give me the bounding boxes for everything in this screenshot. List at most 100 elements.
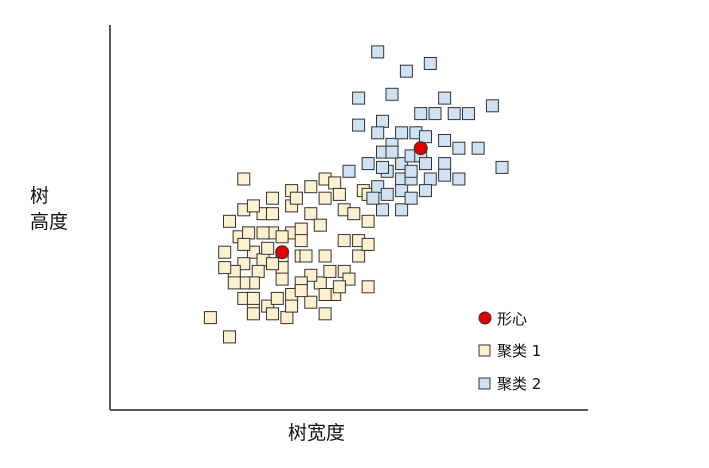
cluster2-point-37 (395, 203, 409, 217)
cluster1-point-32 (299, 249, 313, 263)
cluster2-point-39 (419, 184, 432, 198)
legend: 形心 聚类 1 聚类 2 (478, 310, 541, 393)
cluster1-point-31 (304, 268, 318, 282)
legend-cluster1-label: 聚类 1 (497, 342, 541, 360)
cluster2-point-46 (376, 160, 389, 174)
cluster2-point-10 (376, 114, 389, 128)
cluster1-point-19 (304, 207, 318, 221)
cluster2-point-12 (419, 130, 432, 144)
cluster2-point-4 (385, 87, 399, 101)
cluster1-point-52 (280, 311, 294, 325)
centroid-points (275, 141, 428, 260)
cluster1-point-57 (318, 249, 332, 263)
cluster2-point-34 (438, 168, 452, 182)
cluster2-point-30 (380, 187, 394, 201)
cluster1-point-75 (256, 226, 270, 240)
cluster1-point-4 (242, 226, 256, 240)
cluster2-point-23 (452, 141, 466, 155)
cluster1-point-8 (246, 245, 260, 259)
centroid-point-0 (275, 245, 290, 260)
cluster2-point-8 (485, 99, 499, 113)
cluster1-point-72 (318, 288, 332, 301)
cluster1-point-38 (261, 241, 275, 255)
cluster1-point-76 (246, 291, 260, 305)
cluster2-point-5 (414, 107, 428, 121)
cluster1-point-0 (237, 172, 251, 186)
cluster2-point-40 (366, 191, 380, 205)
cluster2-point-21 (438, 157, 452, 171)
cluster1-point-39 (251, 264, 265, 278)
cluster1-point-28 (342, 272, 356, 286)
cluster2-point-13 (428, 107, 442, 121)
cluster2-point-25 (342, 164, 356, 178)
legend-cluster2-label: 聚类 2 (497, 375, 541, 393)
cluster2-point-44 (385, 145, 399, 159)
x-axis-label: 树宽度 (288, 422, 346, 444)
cluster2-point-14 (462, 107, 475, 121)
cluster1-point-44 (227, 276, 241, 290)
y-axis-label: 树 高度 (30, 183, 68, 235)
centroid-point-1 (413, 141, 428, 156)
cluster2-point-36 (376, 203, 389, 217)
cluster2-point-7 (447, 107, 461, 121)
cluster1-point-24 (332, 187, 346, 201)
cluster2-point-35 (452, 172, 466, 186)
cluster1-point-20 (313, 218, 327, 232)
cluster1-point-69 (246, 307, 260, 321)
legend-centroid-marker (478, 311, 492, 325)
cluster1-point-23 (328, 176, 342, 190)
cluster2-point-0 (371, 45, 385, 59)
cluster1-point-77 (237, 237, 251, 251)
cluster1-point-7 (266, 207, 279, 221)
cluster1-point-68 (223, 330, 236, 344)
cluster1-point-33 (275, 230, 289, 244)
cluster2-point-26 (361, 157, 375, 171)
cluster1-point-61 (347, 207, 361, 221)
cluster1-point-14 (289, 191, 303, 205)
y-axis-label-line2: 高度 (30, 211, 69, 233)
cluster2-point-1 (399, 64, 413, 78)
cluster1-point-67 (203, 311, 217, 325)
cluster2-point-2 (423, 57, 437, 70)
cluster1-point-46 (218, 261, 232, 275)
y-axis-label-line1: 树 (30, 185, 50, 207)
cluster2-point-20 (419, 157, 432, 171)
cluster1-point-58 (323, 264, 337, 278)
cluster1-point-73 (332, 280, 346, 294)
legend-centroid-label: 形心 (497, 310, 527, 328)
cluster2-point-33 (423, 172, 437, 186)
legend-cluster1-marker (478, 344, 491, 357)
cluster1-point-71 (294, 284, 308, 298)
cluster1-point-64 (361, 214, 375, 228)
cluster1-point-22 (318, 191, 332, 205)
legend-cluster2-marker (478, 377, 491, 390)
cluster1-points (203, 172, 375, 344)
cluster1-point-2 (223, 214, 236, 228)
cluster2-point-43 (371, 126, 385, 140)
cluster1-point-60 (352, 249, 366, 263)
cluster2-point-24 (471, 141, 485, 155)
cluster1-point-26 (337, 234, 351, 248)
cluster1-point-55 (304, 295, 318, 309)
cluster2-point-3 (352, 91, 366, 105)
cluster1-point-6 (266, 191, 279, 205)
cluster2-points (342, 45, 509, 217)
cluster1-point-18 (304, 180, 318, 194)
cluster2-point-38 (404, 191, 418, 205)
cluster1-point-37 (266, 257, 279, 271)
cluster1-point-15 (294, 222, 308, 236)
cluster2-point-9 (352, 118, 366, 132)
cluster2-point-42 (395, 126, 409, 140)
cluster1-point-65 (361, 237, 375, 251)
cluster1-point-66 (361, 280, 375, 294)
cluster2-point-41 (495, 160, 509, 174)
cluster1-point-45 (218, 245, 232, 259)
cluster1-point-70 (285, 299, 299, 313)
cluster2-point-45 (404, 164, 418, 178)
cluster1-point-50 (270, 291, 284, 305)
cluster1-point-51 (266, 307, 279, 321)
cluster2-point-22 (438, 134, 452, 147)
cluster2-point-6 (438, 91, 452, 105)
cluster1-point-74 (246, 199, 260, 213)
cluster1-point-36 (275, 272, 289, 286)
